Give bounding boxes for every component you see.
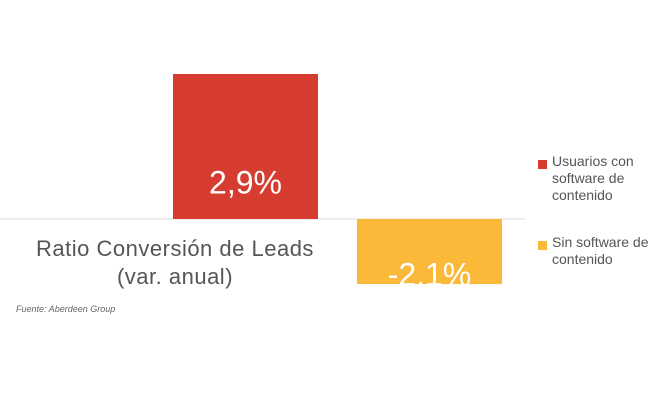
legend-swatch <box>538 160 547 169</box>
bar <box>173 74 318 219</box>
bar <box>357 219 502 285</box>
source-note: Fuente: Aberdeen Group <box>16 304 116 314</box>
value-label: 2,9% <box>209 164 282 200</box>
value-label: -2,1% <box>388 256 472 292</box>
legend-label: Usuarios con software de contenido <box>552 153 634 203</box>
chart-title: Ratio Conversión de Leads <box>36 236 314 261</box>
legend-swatch <box>538 241 547 250</box>
chart-subtitle: (var. anual) <box>116 264 234 289</box>
legend-label: Sin software de contenido <box>552 234 649 267</box>
